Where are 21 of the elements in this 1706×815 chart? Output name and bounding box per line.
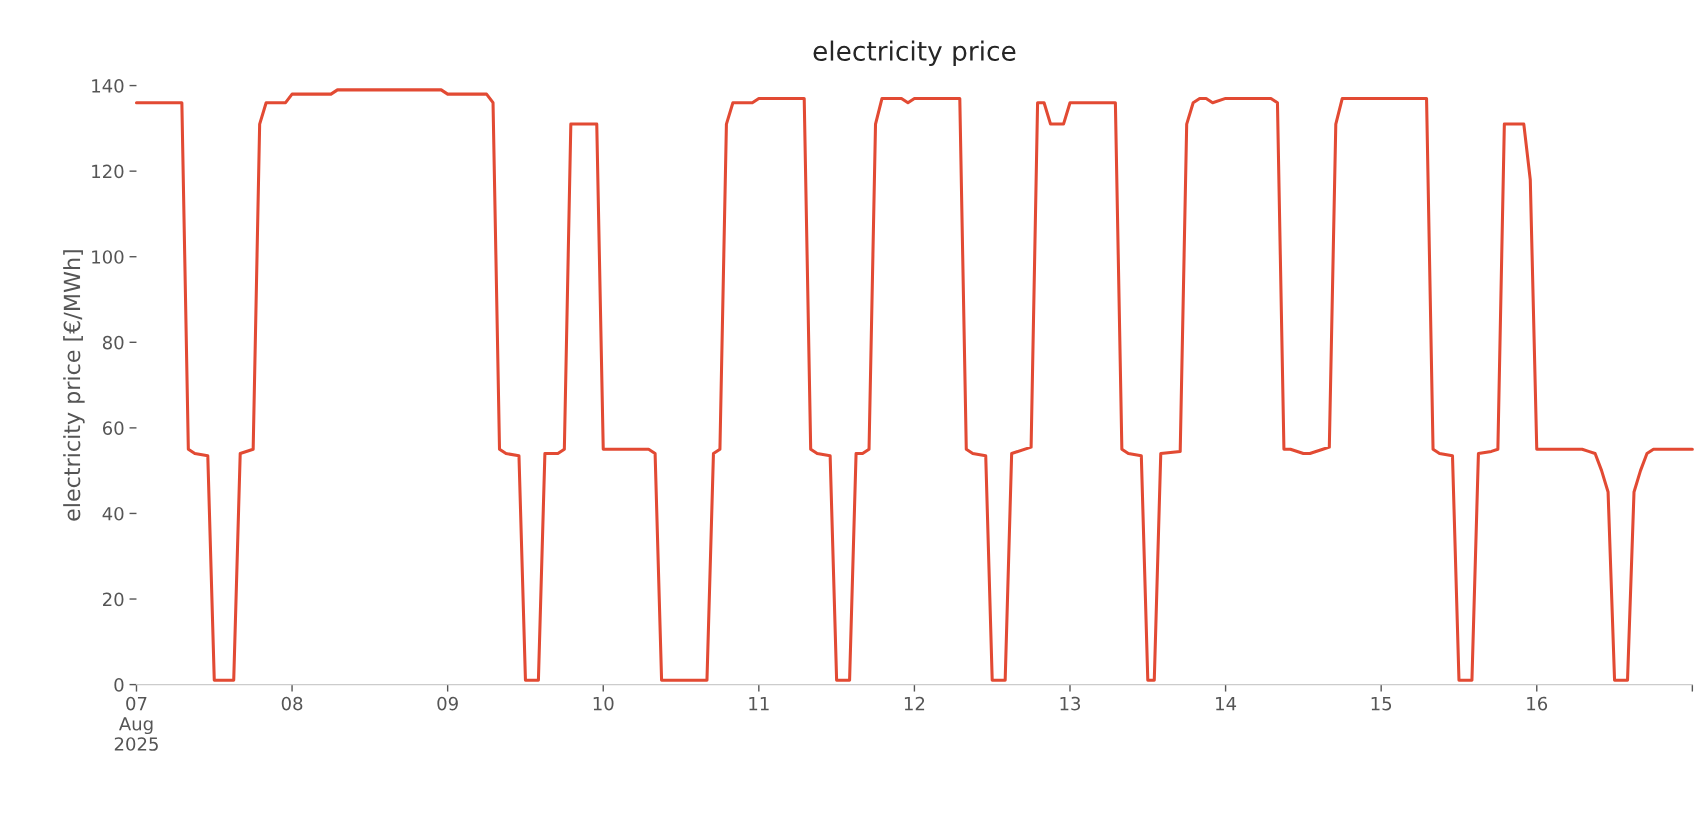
y-tick-label: 140 [92,79,124,93]
x-tick-label: 14 [1216,696,1237,711]
y-tick-label: 100 [92,250,124,264]
x-tick-label: 10 [593,696,614,711]
x-tick-label: 11 [749,696,769,711]
x-tick-label: 08 [281,696,303,711]
y-tick-label: 0 [114,678,124,692]
y-tick-label: 40 [102,506,124,521]
line-series [134,88,1694,682]
x-tick-label: 12 [904,696,925,711]
y-tick-label: 80 [102,335,124,350]
y-tick-label: 20 [103,592,124,607]
x-tick-label: 13 [1060,696,1081,711]
chart-title: electricity price [813,40,1016,67]
y-axis-title: electricity price [€/MWh] [63,250,85,521]
x-tick-label: 15 [1371,696,1392,711]
y-tick-label: 60 [102,421,124,435]
x-tick-label: 07 Aug 2025 [114,696,158,751]
x-tick-label: 09 [437,696,458,711]
y-tick-label: 120 [92,164,124,179]
x-tick-label: 16 [1527,696,1548,711]
